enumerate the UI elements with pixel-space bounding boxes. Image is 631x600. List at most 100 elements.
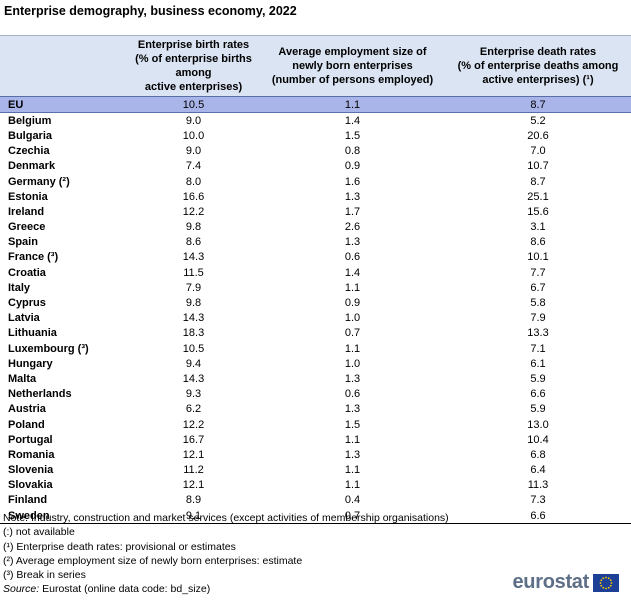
table-cell: 2.6 (344, 221, 361, 234)
table-cell: 1.1 (344, 464, 361, 477)
table-row: EU 10.5 1.1 8.7 (0, 95, 631, 114)
table-cell: 16.6 (182, 190, 205, 203)
table-cell: 6.8 (530, 448, 546, 461)
flag-star (600, 578, 603, 581)
table-cell: 1.7 (344, 205, 361, 218)
flag-star (610, 581, 613, 584)
table-cell: 1.4 (344, 266, 361, 279)
table-cell: 12.1 (182, 448, 205, 461)
table-cell: 13.0 (527, 418, 549, 431)
row-label: Greece (8, 221, 46, 234)
table-row: Czechia 9.0 0.8 7.0 (0, 144, 631, 159)
table-cell: 12.2 (182, 418, 205, 431)
flag-star (609, 578, 612, 581)
table-cell: 10.4 (527, 433, 549, 446)
table-cell: 1.3 (344, 236, 361, 249)
table-cell: 10.5 (182, 342, 205, 355)
footnote: (²) Average employment size of newly bor… (3, 554, 303, 567)
table-row: Slovenia 11.2 1.1 6.4 (0, 463, 631, 478)
table-row: Finland 8.9 0.4 7.3 (0, 493, 631, 508)
table-row: Ireland 12.2 1.7 15.6 (0, 204, 631, 219)
table-header: Enterprise birth rates (% of enterprise … (0, 35, 631, 97)
table-cell: 6.2 (185, 403, 202, 416)
row-label: Poland (8, 418, 45, 431)
row-label: France (³) (8, 251, 59, 264)
table-cell: 8.7 (530, 175, 546, 188)
table-cell: 0.6 (344, 251, 361, 264)
table-cell: 1.1 (344, 433, 361, 446)
table-cell: 14.3 (182, 312, 205, 325)
table-cell: 7.7 (530, 266, 546, 279)
table-row: Spain 8.6 1.3 8.6 (0, 235, 631, 250)
table-cell: 1.3 (344, 372, 361, 385)
row-label: Bulgaria (8, 129, 53, 142)
table-cell: 15.6 (527, 205, 549, 218)
table-cell: 3.1 (530, 221, 546, 234)
footnote: (¹) Enterprise death rates: provisional … (3, 540, 236, 553)
row-label: Sweden (0, 508, 127, 525)
table-cell: 5.2 (530, 114, 546, 127)
table-cell: 1.3 (344, 448, 361, 461)
table-cell: 0.6 (344, 388, 361, 401)
table-cell: 14.3 (182, 251, 205, 264)
table-row: Romania 12.1 1.3 6.8 (0, 447, 631, 462)
table-row: Belgium 9.0 1.4 5.2 (0, 113, 631, 129)
table-row: Hungary 9.4 1.0 6.1 (0, 356, 631, 371)
table-cell: 7.3 (530, 494, 546, 507)
table-row: Greece 9.8 2.6 3.1 (0, 220, 631, 235)
table-cell: 1.3 (344, 403, 361, 416)
row-label: Austria (8, 403, 46, 416)
table-cell: 6.6 (445, 508, 631, 525)
table-cell: 9.8 (185, 221, 202, 234)
table-cell: 9.0 (185, 145, 202, 158)
table-cell: 0.7 (344, 327, 361, 340)
row-label: Portugal (8, 433, 53, 446)
table-cell: 7.4 (185, 160, 202, 173)
table-row: Italy 7.9 1.1 6.7 (0, 280, 631, 295)
footnotes: Note: Industry, construction and market … (3, 511, 449, 597)
table-cell: 10.5 (127, 95, 260, 114)
row-label: Belgium (8, 114, 52, 127)
table-row: Bulgaria 10.0 1.5 20.6 (0, 128, 631, 143)
table-cell: 1.0 (344, 312, 361, 325)
table-cell: 9.0 (185, 114, 202, 127)
table-cell: 1.3 (344, 190, 361, 203)
source-label: Source: (3, 583, 40, 596)
row-label: Italy (8, 281, 31, 294)
table-cell: 1.5 (344, 129, 361, 142)
source-text: Eurostat (online data code: bd_size) (39, 583, 211, 596)
table-cell: 0.8 (344, 145, 361, 158)
table-row: Estonia 16.6 1.3 25.1 (0, 189, 631, 204)
table-cell: 8.6 (530, 236, 546, 249)
table-row: Portugal 16.7 1.1 10.4 (0, 432, 631, 447)
table-cell: 11.2 (183, 464, 204, 477)
table-row: Lithuania 18.3 0.7 13.3 (0, 326, 631, 341)
row-label: Malta (8, 372, 37, 385)
flag-star (605, 587, 607, 589)
table-cell: 10.7 (527, 160, 549, 173)
table-row: Denmark 7.4 0.9 10.7 (0, 159, 631, 174)
table-row: France (³) 14.3 0.6 10.1 (0, 250, 631, 265)
flag-star (602, 576, 605, 579)
eu-flag-icon (593, 573, 619, 592)
table-row: Croatia 11.5 1.4 7.7 (0, 265, 631, 280)
table-cell: 8.7 (445, 95, 631, 114)
table-cell: 12.2 (182, 205, 205, 218)
table-cell: 13.3 (527, 327, 549, 340)
table-cell: 6.6 (530, 388, 546, 401)
table-cell: 11.3 (527, 479, 549, 492)
row-label: EU (0, 95, 127, 114)
flag-star (599, 581, 602, 584)
row-label: Slovenia (8, 464, 54, 477)
table-row: Poland 12.2 1.5 13.0 (0, 417, 631, 432)
column-header (0, 36, 127, 97)
table-cell: 10.0 (182, 129, 205, 142)
table-cell: 14.3 (182, 372, 205, 385)
flag-star (607, 576, 610, 579)
table-cell: 1.1 (260, 95, 445, 114)
flag-star (605, 576, 607, 578)
table-row: Latvia 14.3 1.0 7.9 (0, 311, 631, 326)
row-label: Netherlands (8, 388, 72, 401)
table-cell: 1.1 (344, 281, 361, 294)
row-label: Hungary (8, 357, 53, 370)
